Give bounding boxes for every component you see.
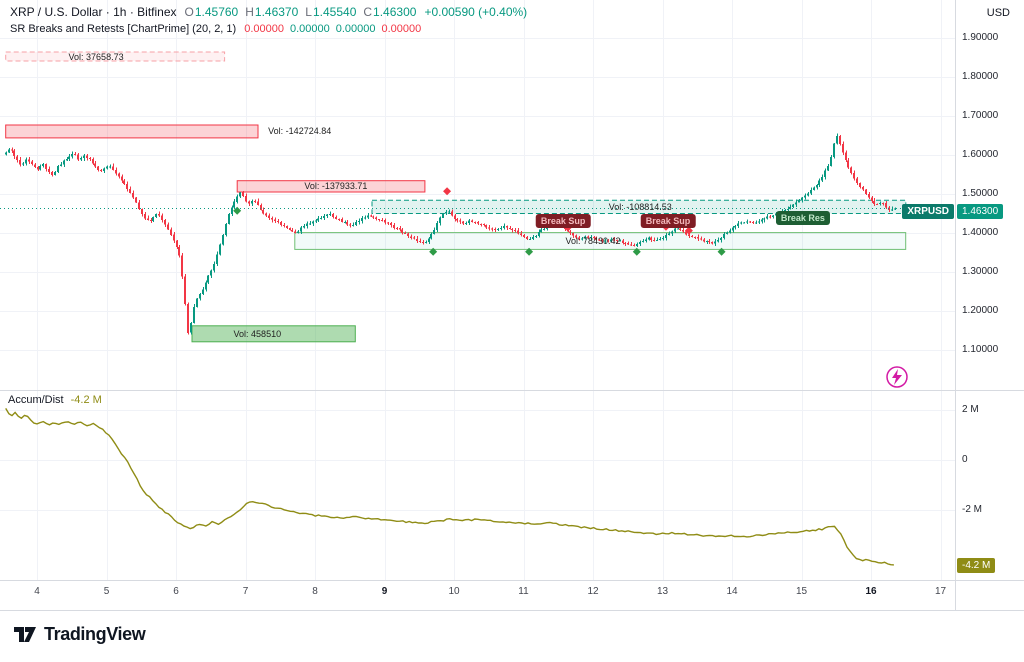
price-axis-tick: 1.70000: [962, 110, 999, 121]
tradingview-logo-icon: [14, 627, 36, 642]
symbol-title[interactable]: XRP / U.S. Dollar · 1h · Bitfinex: [10, 5, 177, 19]
ohlc-c: C1.46300: [363, 5, 417, 19]
ohlc-h: H1.46370: [245, 5, 299, 19]
price-axis-tick: 1.20000: [962, 305, 999, 316]
time-axis-label: 7: [242, 586, 249, 597]
sub-pane-header: Accum/Dist -4.2 M: [8, 394, 102, 406]
tradingview-logo[interactable]: TradingView: [12, 621, 146, 647]
ohlc-o: O1.45760: [184, 5, 239, 19]
accum-dist-line: [5, 408, 894, 566]
chart-header: XRP / U.S. Dollar · 1h · Bitfinex O1.457…: [10, 5, 527, 19]
time-axis-label: 14: [726, 586, 738, 597]
sr-zones: [5, 51, 907, 343]
flash-icon[interactable]: [885, 365, 909, 389]
currency-label[interactable]: USD: [986, 7, 1010, 19]
time-axis-label: 17: [934, 586, 947, 597]
tradingview-logo-text: TradingView: [44, 623, 146, 644]
price-axis-tick: 1.60000: [962, 149, 999, 160]
indicator-value: 0.00000: [381, 23, 422, 35]
indicator-value: 0.00000: [289, 23, 330, 35]
time-axis[interactable]: 4 5 6 7 8 9 10 11 12 13 14 15 16 17: [0, 580, 1024, 610]
last-price-tag: 1.46300: [957, 204, 1004, 219]
pane-separators: [0, 0, 1024, 611]
time-axis-label: 11: [518, 586, 529, 597]
price-axis-tick: 1.50000: [962, 188, 999, 199]
sub-pane-last-value-badge: -4.2 M: [957, 558, 996, 573]
time-axis-label: 5: [103, 586, 110, 597]
time-axis-label: 8: [312, 586, 318, 597]
time-axis-label: 16: [865, 586, 877, 597]
price-axis-tick: 1.30000: [962, 266, 999, 277]
indicator-header: SR Breaks and Retests [ChartPrime] (20, …: [10, 23, 421, 35]
sub-axis-tick: 0: [962, 454, 968, 465]
time-axis-label: 13: [656, 586, 669, 597]
price-axis[interactable]: 1.90000 1.80000 1.70000 1.60000 1.50000 1.400…: [958, 0, 1024, 610]
sub-pane-value: -4.2 M: [70, 394, 102, 406]
time-axis-label: 12: [587, 586, 599, 597]
change-value: +0.00590 (+0.40%): [424, 5, 528, 19]
indicator-value: 0.00000: [244, 23, 284, 35]
gridlines: [0, 0, 955, 580]
ohlc-values: O1.45760 H1.46370 L1.45540 C1.46300: [185, 5, 417, 19]
time-axis-label: 9: [381, 586, 388, 597]
sub-axis-tick: -2 M: [962, 504, 982, 515]
time-axis-label: 10: [448, 586, 460, 597]
symbol-price-badge: XRPUSD: [902, 204, 954, 219]
indicator-title[interactable]: SR Breaks and Retests [ChartPrime] (20, …: [10, 23, 237, 35]
price-axis-tick: 1.10000: [962, 344, 999, 355]
price-axis-tick: 1.80000: [962, 71, 999, 82]
indicator-values: 0.00000 0.00000 0.00000 0.00000: [244, 23, 421, 35]
indicator-value: 0.00000: [335, 23, 376, 35]
time-axis-label: 6: [173, 586, 179, 597]
price-axis-tick: 1.90000: [962, 32, 999, 43]
time-axis-label: 4: [34, 586, 40, 597]
ohlc-l: L1.45540: [305, 5, 357, 19]
time-axis-label: 15: [795, 586, 808, 597]
chart-canvas[interactable]: [0, 0, 1024, 615]
sub-axis-tick: 2 M: [962, 404, 979, 415]
price-axis-tick: 1.40000: [962, 227, 999, 238]
sub-pane-title[interactable]: Accum/Dist: [8, 394, 64, 406]
